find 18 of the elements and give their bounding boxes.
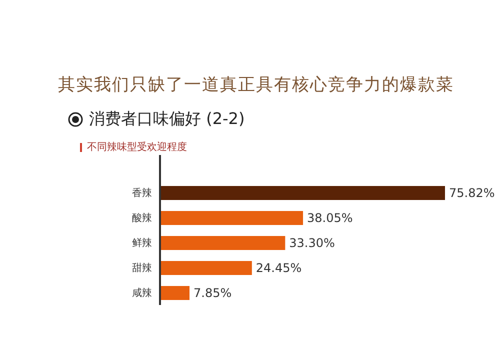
data-label: 33.30% — [289, 236, 335, 250]
y-tick-label: 甜辣 — [132, 262, 152, 274]
data-label: 38.05% — [307, 211, 353, 226]
bar — [160, 236, 286, 250]
bar — [160, 211, 304, 225]
data-label: 7.85% — [194, 286, 232, 300]
text: 不同辣味型受欢迎程度 — [87, 140, 187, 154]
y-tick-label: 鲜辣 — [132, 237, 152, 250]
bar — [160, 261, 252, 275]
y-tick-label: 咸辣 — [132, 287, 152, 300]
y-tick-label: 酸辣 — [132, 212, 152, 224]
y-tick-label: 香辣 — [132, 187, 152, 200]
chart-subtitle: 消费者口味偏好 (2-2) — [89, 109, 245, 130]
data-label: 75.82% — [449, 186, 495, 200]
bar — [160, 286, 190, 300]
data-label: 24.45% — [256, 261, 302, 276]
bar — [160, 186, 445, 200]
chart-title: 其实我们只缺了一道真正具有核心竞争力的爆款菜 — [58, 74, 454, 97]
